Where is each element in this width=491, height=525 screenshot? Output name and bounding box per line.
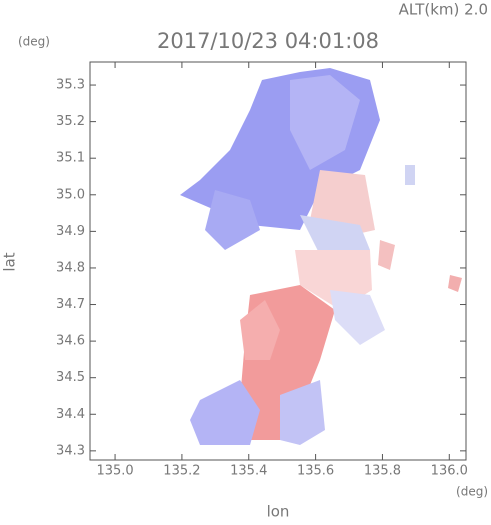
y-tick-label: 34.5 xyxy=(56,370,85,385)
y-unit: (deg) xyxy=(18,35,50,49)
plot-frame xyxy=(89,61,467,461)
y-tick-label: 35.1 xyxy=(56,151,85,166)
y-tick-label: 35.0 xyxy=(56,187,85,202)
y-tick-label: 34.9 xyxy=(56,224,85,239)
y-tick-label: 35.2 xyxy=(56,114,85,129)
x-tick-label: 135.6 xyxy=(297,464,334,479)
y-tick-label: 34.3 xyxy=(56,443,85,458)
y-tick-label: 34.6 xyxy=(56,334,85,349)
chart-title: 2017/10/23 04:01:08 xyxy=(157,29,379,53)
x-tick-label: 135.4 xyxy=(230,464,267,479)
x-tick-label: 135.0 xyxy=(96,464,133,479)
y-tick-label: 34.8 xyxy=(56,260,85,275)
x-unit: (deg) xyxy=(456,485,488,499)
radar-field xyxy=(180,68,462,445)
x-tick-label: 135.2 xyxy=(163,464,200,479)
altitude-label: ALT(km) 2.0 xyxy=(399,1,488,19)
x-tick-label: 136.0 xyxy=(431,464,468,479)
y-tick-label: 35.3 xyxy=(56,78,85,93)
x-axis-label: lon xyxy=(267,503,290,521)
x-tick-label: 135.8 xyxy=(364,464,401,479)
y-axis-label: lat xyxy=(1,252,19,271)
y-tick-label: 34.4 xyxy=(56,407,85,422)
y-tick-label: 34.7 xyxy=(56,297,85,312)
